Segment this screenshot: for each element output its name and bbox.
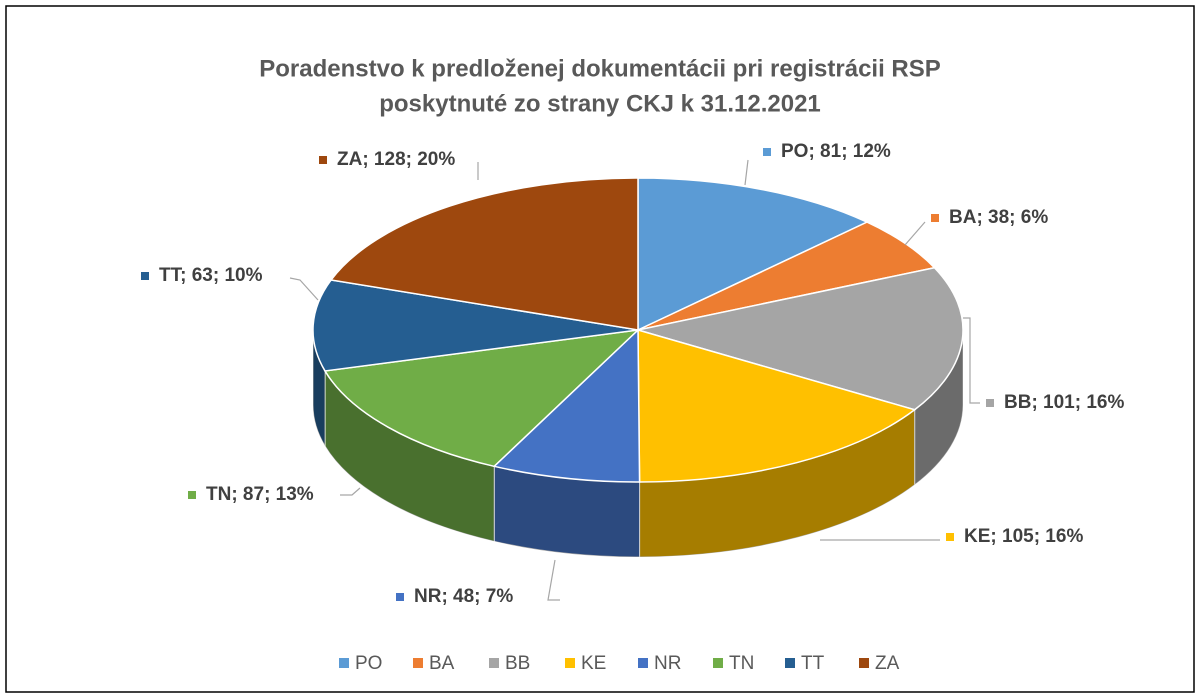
data-label: BB; 101; 16% [1004, 392, 1124, 413]
data-label: BA; 38; 6% [949, 207, 1048, 228]
legend-label: TT [801, 653, 825, 674]
label-key [141, 272, 149, 280]
leader-line [963, 317, 980, 404]
data-label: TN; 87; 13% [206, 484, 314, 505]
legend-label: PO [355, 653, 382, 674]
legend-key [785, 658, 795, 668]
label-key [931, 214, 939, 222]
legend-label: BB [505, 653, 530, 674]
legend-label: TN [729, 653, 754, 674]
leader-line [340, 487, 361, 496]
legend-key [339, 658, 349, 668]
leader-line [289, 277, 319, 301]
leader-line [547, 559, 560, 601]
data-label: ZA; 128; 20% [337, 149, 455, 170]
slice [637, 329, 917, 483]
slice-side-shade [914, 330, 963, 485]
slice [637, 266, 964, 411]
leader-line [904, 221, 926, 246]
label-key [986, 399, 994, 407]
slice-side-shade [313, 330, 326, 446]
label-key [319, 156, 327, 164]
label-key [396, 593, 404, 601]
legend-key [413, 658, 423, 668]
legend-key [489, 658, 499, 668]
data-label: NR; 48; 7% [414, 586, 513, 607]
slice-side-shade [639, 409, 915, 557]
data-label: TT; 63; 10% [159, 265, 263, 286]
legend-key [638, 658, 648, 668]
chart-title: poskytnuté zo strany CKJ k 31.12.2021 [379, 90, 821, 117]
data-label: PO; 81; 12% [781, 141, 891, 162]
legend-label: BA [429, 653, 455, 674]
label-key [946, 533, 954, 541]
leader-line [744, 159, 749, 186]
slice-side-shade [494, 466, 640, 557]
slice [329, 177, 639, 331]
slice [637, 177, 869, 332]
chart-title: Poradenstvo k predloženej dokumentácii p… [259, 55, 941, 82]
data-label: KE; 105; 16% [964, 526, 1083, 547]
legend-label: ZA [875, 653, 900, 674]
label-key [763, 148, 771, 156]
legend-key [859, 658, 869, 668]
slice-side-shade [325, 370, 495, 542]
slice [312, 279, 639, 372]
legend-label: NR [654, 653, 681, 674]
legend-key [565, 658, 575, 668]
slice [323, 328, 641, 468]
legend-key [713, 658, 723, 668]
slice [492, 328, 641, 483]
legend-label: KE [581, 653, 606, 674]
label-key [188, 491, 196, 499]
